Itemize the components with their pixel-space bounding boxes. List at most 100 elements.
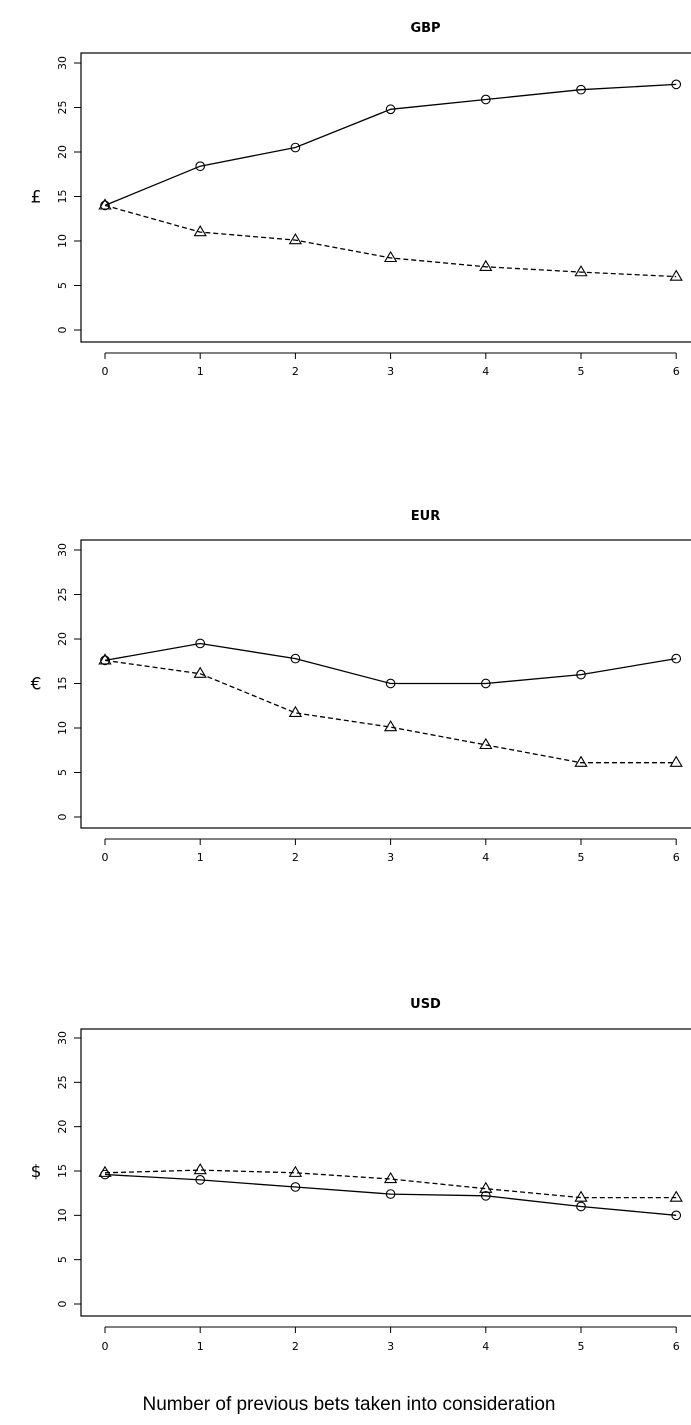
y-tick-label: 0: [56, 814, 69, 821]
data-point-circle: [576, 84, 586, 95]
y-tick-label: 25: [56, 101, 69, 115]
data-point-triangle: [574, 1190, 588, 1202]
data-point-triangle: [669, 269, 683, 281]
x-tick-label: 4: [482, 1340, 489, 1353]
x-tick-label: 5: [578, 1340, 585, 1353]
data-point-triangle: [193, 1163, 207, 1175]
data-point-circle: [671, 653, 682, 664]
x-tick-label: 2: [292, 365, 299, 378]
x-tick-label: 5: [578, 851, 585, 864]
data-point-triangle: [193, 225, 207, 237]
data-point-circle: [195, 161, 206, 172]
data-point-triangle: [574, 265, 588, 277]
x-tick-label: 3: [387, 1340, 394, 1353]
data-point-triangle: [383, 250, 398, 263]
data-point-circle: [671, 1210, 682, 1221]
x-tick-label: 3: [387, 851, 394, 864]
data-point-circle: [385, 1189, 396, 1199]
y-tick-label: 15: [56, 677, 69, 691]
chart-title: GBP: [410, 21, 440, 36]
x-tick-label: 6: [673, 365, 680, 378]
x-tick-label: 1: [197, 1340, 204, 1353]
data-point-circle: [385, 678, 396, 689]
x-tick-label: 2: [292, 851, 299, 864]
data-point-triangle: [98, 1165, 112, 1177]
data-point-circle: [480, 1190, 491, 1201]
data-point-circle: [385, 104, 396, 115]
x-tick-label: 1: [197, 365, 204, 378]
x-tick-label: 4: [482, 851, 489, 864]
data-point-triangle: [98, 198, 112, 210]
y-axis-label: $: [31, 1162, 42, 1182]
data-point-circle: [100, 200, 110, 211]
data-point-triangle: [288, 233, 303, 245]
x-tick-label: 0: [102, 851, 109, 864]
data-point-triangle: [574, 755, 588, 767]
series-line-triangle: [104, 659, 677, 764]
chart-title: EUR: [411, 509, 440, 524]
y-tick-label: 10: [56, 234, 69, 248]
x-tick-label: 0: [102, 365, 109, 378]
data-point-circle: [290, 1182, 301, 1192]
y-tick-label: 30: [56, 1031, 69, 1045]
chart-panel-usd: USD 0 5 10 15 20 25 30 $0 1 2 3 4 5 6 Number of previou…: [31, 997, 691, 1415]
y-tick-label: 15: [56, 1164, 69, 1178]
chart-panel-gbp: GBP 0 5 10 15 20 25 30 £0 1 2 3 4 5 6: [31, 21, 691, 378]
x-tick-label: 3: [387, 365, 394, 378]
x-tick-label: 0: [102, 1340, 109, 1353]
data-point-triangle: [669, 755, 683, 767]
data-point-triangle: [669, 1190, 683, 1202]
data-point-circle: [195, 1175, 206, 1185]
plot-frame: [80, 52, 691, 343]
y-axis-label: £: [31, 188, 42, 208]
data-point-circle: [576, 669, 586, 680]
data-point-circle: [480, 678, 491, 689]
data-point-triangle: [479, 737, 493, 750]
y-tick-label: 30: [56, 543, 69, 557]
data-point-triangle: [288, 1165, 303, 1177]
chart-panel-eur: EUR 0 5 10 15 20 25 30 €0 1 2 3 4 5 6: [31, 509, 691, 864]
series-line-triangle: [104, 204, 677, 278]
y-tick-label: 0: [56, 1301, 69, 1308]
y-axis-label: €: [31, 675, 42, 695]
y-tick-label: 0: [56, 327, 69, 334]
y-tick-label: 30: [56, 56, 69, 70]
series-line-circle: [104, 642, 677, 685]
y-tick-label: 15: [56, 190, 69, 204]
y-tick-label: 20: [56, 145, 69, 159]
y-tick-label: 25: [56, 588, 69, 602]
plot-frame: [80, 1028, 691, 1317]
chart-title: USD: [410, 997, 441, 1012]
data-point-circle: [576, 1201, 586, 1212]
y-tick-label: 25: [56, 1075, 69, 1089]
data-point-circle: [671, 79, 682, 90]
y-tick-label: 20: [56, 1120, 69, 1134]
y-tick-label: 10: [56, 1208, 69, 1222]
data-point-circle: [290, 653, 301, 664]
y-tick-label: 5: [56, 1256, 69, 1263]
series-line-circle: [104, 83, 677, 207]
y-tick-label: 20: [56, 632, 69, 646]
y-tick-label: 10: [56, 721, 69, 735]
x-axis-label: Number of previous bets taken into consi…: [143, 1394, 556, 1415]
x-tick-label: 5: [578, 365, 585, 378]
data-point-triangle: [98, 653, 112, 665]
data-point-triangle: [383, 1171, 398, 1184]
y-tick-label: 5: [56, 282, 69, 289]
x-tick-label: 1: [197, 851, 204, 864]
x-tick-label: 4: [482, 365, 489, 378]
data-point-triangle: [288, 705, 303, 718]
data-point-triangle: [479, 1181, 493, 1193]
data-point-circle: [290, 142, 301, 153]
series-line-circle: [104, 1173, 677, 1216]
data-point-circle: [480, 94, 491, 105]
data-point-triangle: [383, 720, 398, 732]
x-tick-label: 6: [673, 1340, 680, 1353]
data-point-triangle: [479, 259, 493, 271]
x-tick-label: 2: [292, 1340, 299, 1353]
x-tick-label: 6: [673, 851, 680, 864]
y-tick-label: 5: [56, 769, 69, 776]
data-point-circle: [195, 638, 206, 649]
data-point-triangle: [193, 666, 207, 678]
